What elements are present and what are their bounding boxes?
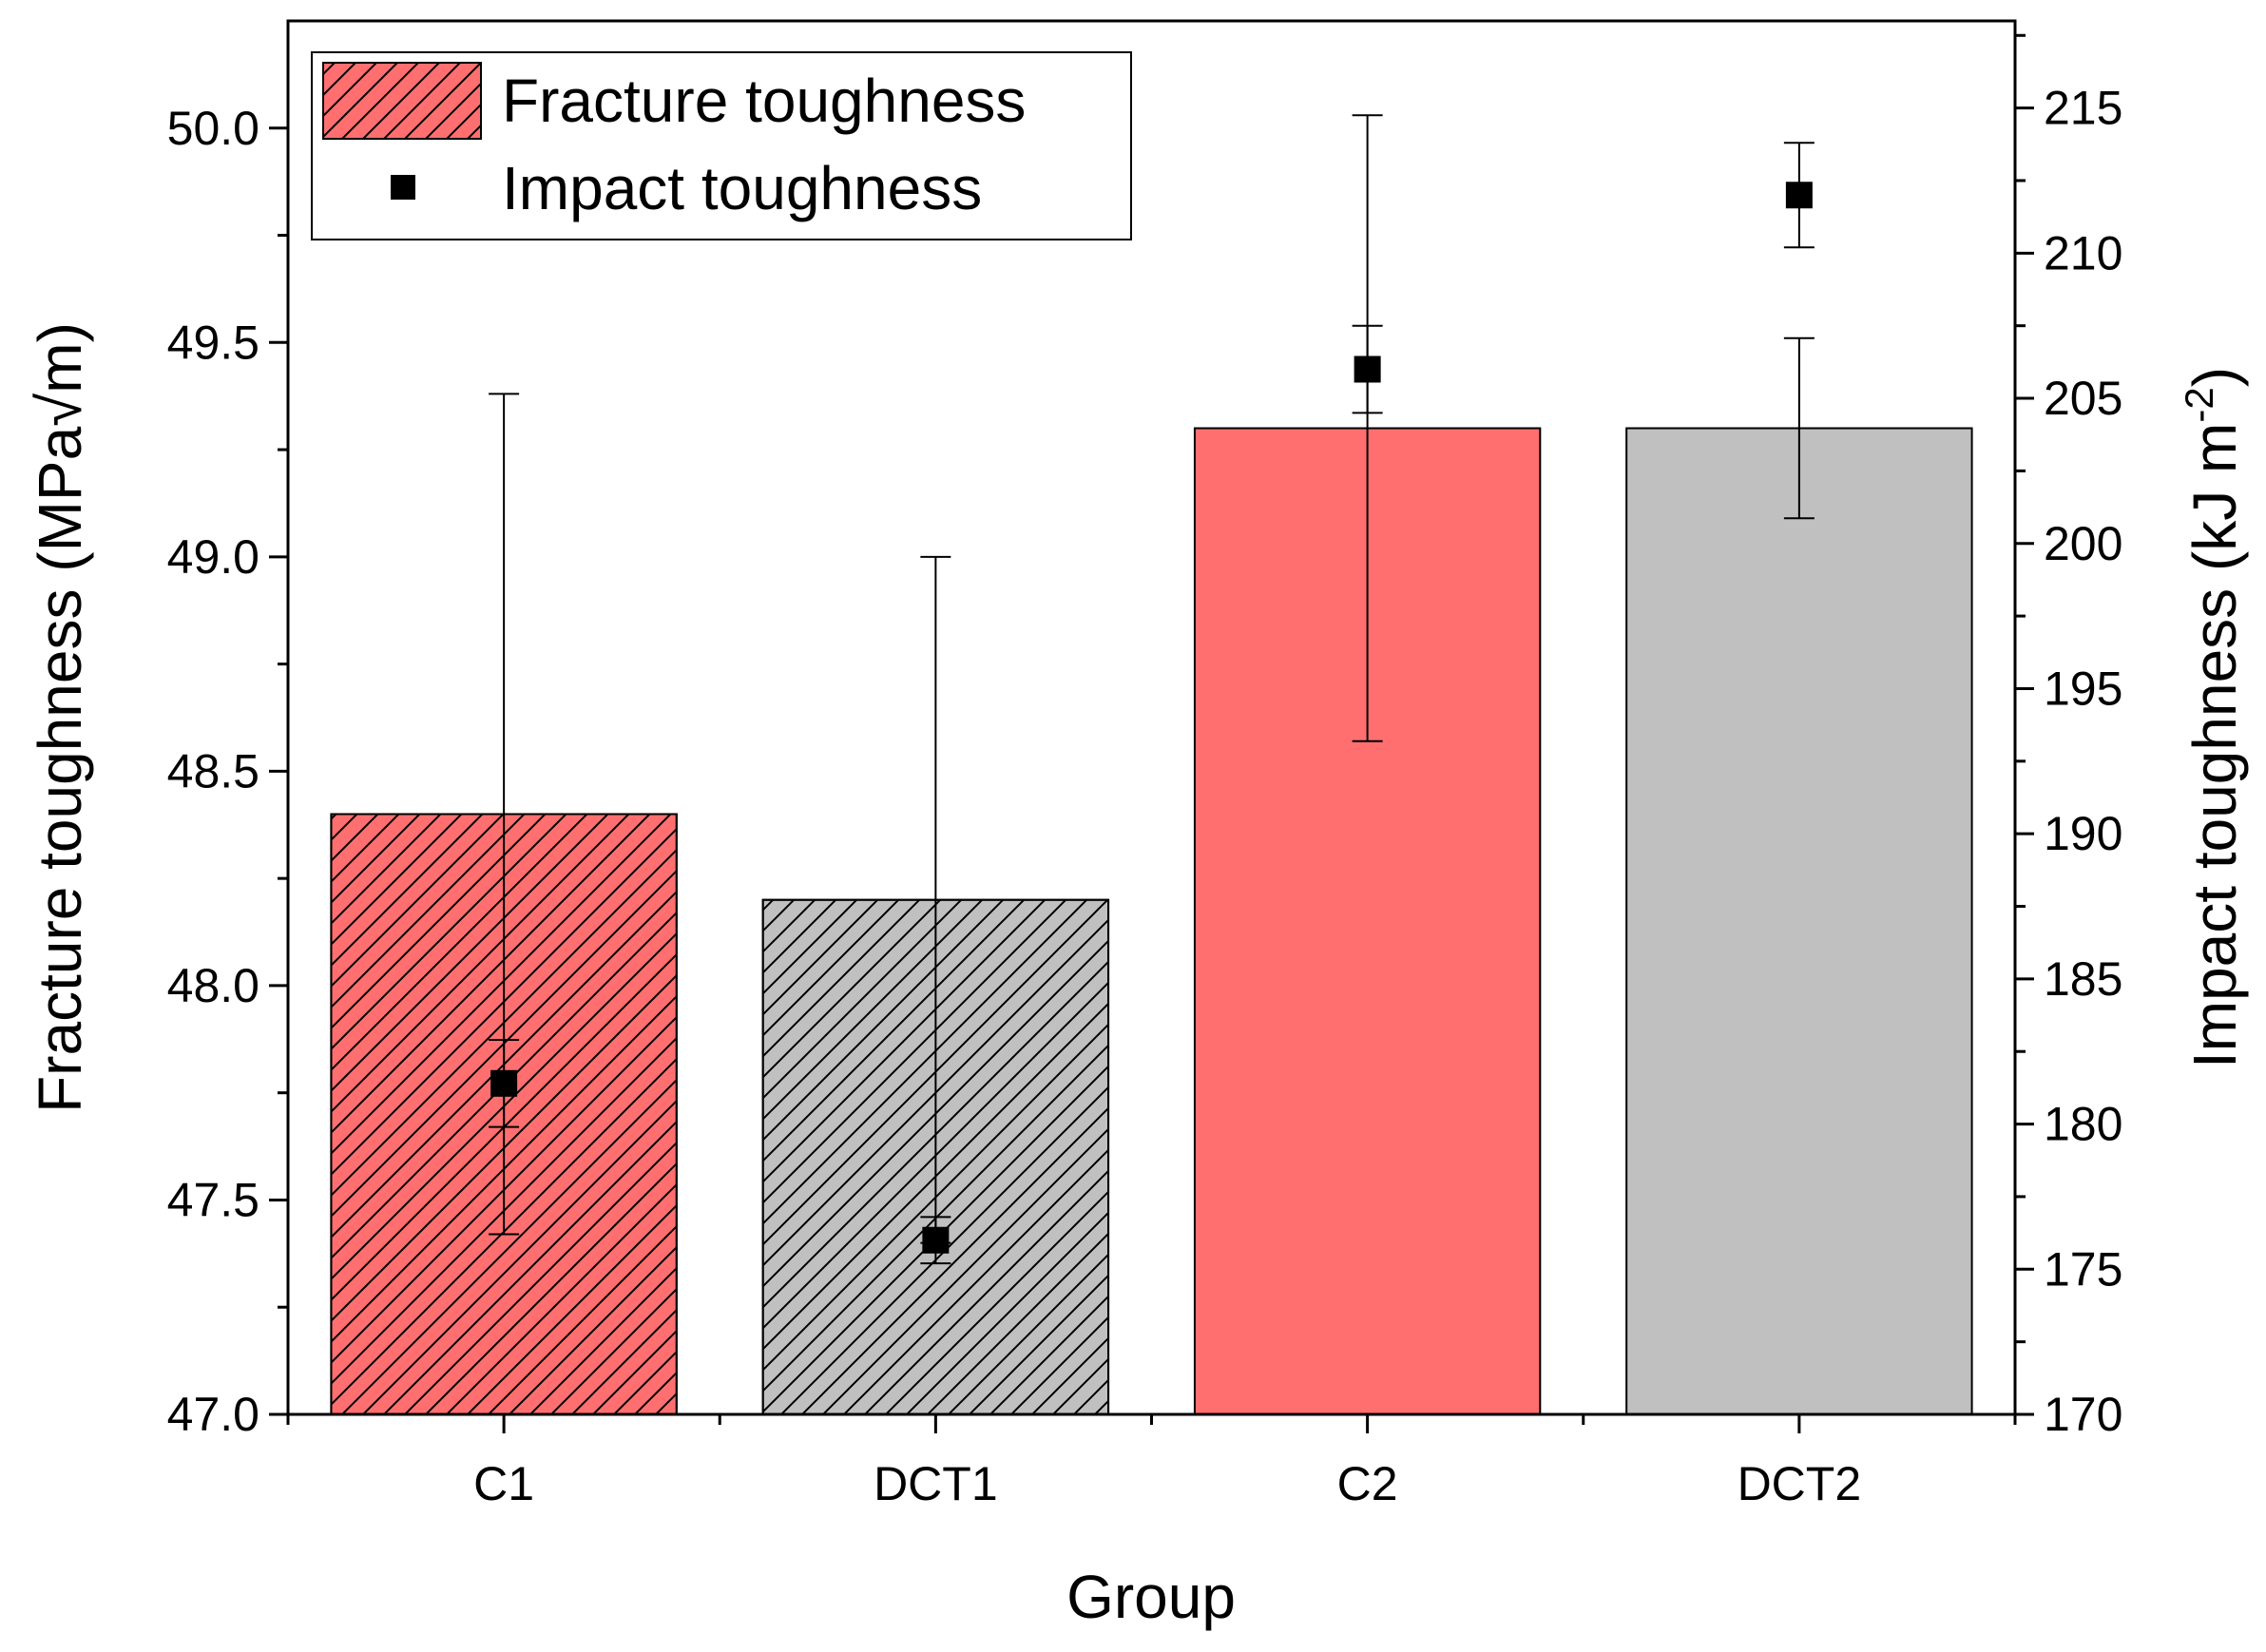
point-dct1 [922,1226,950,1254]
y-tick-label-6: 50.0 [167,102,259,155]
y2-axis-title-main: Impact toughness (kJ m [2180,423,2249,1068]
y2-tick-label-6: 200 [2044,517,2122,570]
y2-tick-label-1: 175 [2044,1242,2122,1296]
bar-error-bars [489,114,1815,1244]
y-tick-label-4: 49.0 [167,530,259,584]
y2-axis-title: Impact toughness (kJ m-2) [2177,367,2249,1068]
y2-tick-label-0: 170 [2044,1388,2122,1441]
x-tick-label-c1: C1 [473,1457,534,1510]
x-tick-label-dct2: DCT2 [1738,1457,1862,1510]
x-axis: C1 DCT1 C2 DCT2 [286,1414,2017,1510]
legend-label-fracture: Fracture toughness [502,67,1026,135]
y2-tick-label-5: 195 [2044,662,2122,715]
x-axis-title: Group [1066,1563,1236,1631]
y2-tick-label-3: 185 [2044,952,2122,1006]
y-tick-label-3: 48.5 [167,744,259,797]
y2-axis-title-close: ) [2180,367,2249,387]
point-c2 [1354,355,1381,383]
y2-tick-label-4: 190 [2044,807,2122,860]
x-tick-label-dct1: DCT1 [874,1457,998,1510]
legend-label-impact: Impact toughness [502,154,982,222]
y2-tick-label-8: 210 [2044,226,2122,279]
y2-tick-label-7: 205 [2044,372,2122,425]
y2-tick-label-9: 215 [2044,82,2122,135]
y2-tick-label-2: 180 [2044,1098,2122,1151]
y2-axis-title-superscript: -2 [2177,387,2221,422]
y-axis-title: Fracture toughness (MPa√m) [26,322,94,1113]
y-axis-right: 170 175 180 185 190 195 200 205 210 215 [2015,33,2122,1441]
y-tick-label-2: 48.0 [167,959,259,1012]
point-dct2 [1785,182,1813,209]
scatter-series [489,142,1815,1265]
bar-dct2 [1625,427,1973,1415]
x-tick-label-c2: C2 [1337,1457,1398,1510]
y-tick-label-5: 49.5 [167,316,259,369]
y-tick-label-0: 47.0 [167,1388,259,1441]
legend: Fracture toughness Impact toughness [311,51,1132,240]
bar-series [330,427,1973,1415]
y-axis-left: 47.0 47.5 48.0 48.5 49.0 49.5 50.0 [167,102,288,1441]
y-tick-label-1: 47.5 [167,1173,259,1226]
legend-swatch-fracture-hatch [322,62,482,140]
point-c1 [490,1069,518,1097]
legend-marker-impact [391,175,415,200]
